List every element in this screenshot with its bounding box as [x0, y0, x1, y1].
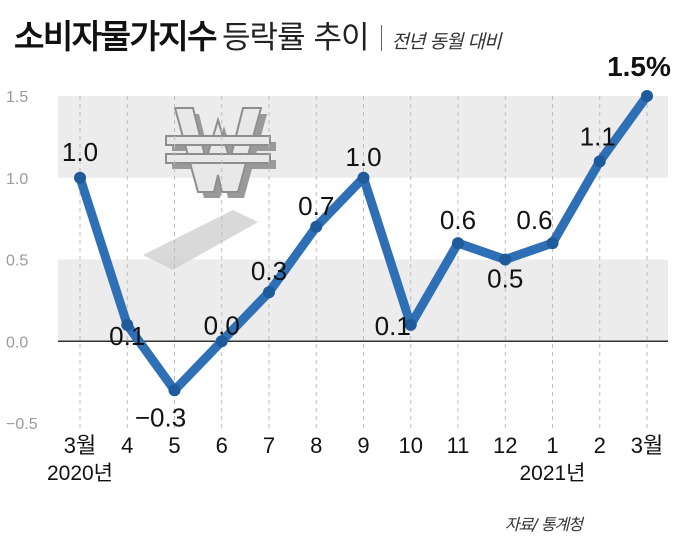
data-point — [593, 155, 606, 168]
data-label: 0.1 — [375, 311, 411, 341]
x-tick-label: 9 — [357, 433, 369, 458]
data-label: 1.5% — [607, 51, 671, 82]
x-year-label: 2020년 — [47, 462, 113, 485]
won-sign-icon — [143, 107, 276, 270]
x-tick-label: 3월 — [64, 433, 96, 458]
x-tick-label: 1 — [546, 433, 558, 458]
data-point — [74, 171, 86, 184]
data-label: 0.5 — [487, 264, 523, 294]
x-tick-label: 6 — [216, 433, 228, 458]
x-tick-label: 11 — [447, 433, 470, 458]
data-label: 1.0 — [345, 142, 381, 172]
data-point — [404, 318, 417, 331]
data-label: 0.3 — [251, 256, 287, 286]
shaded-bands — [58, 96, 668, 342]
data-labels: 1.0 0.1 −0.3 0.0 0.3 0.7 1.0 0.1 0.6 0.5 0.6 1.1 1.5… — [62, 51, 671, 432]
data-label: −0.3 — [135, 402, 186, 432]
title-sub: 등락률 추이 — [222, 20, 369, 56]
chart-title: 소비자물가지수 등락률 추이 전년 동월 대비 — [14, 10, 502, 58]
data-label: 0.6 — [440, 205, 476, 235]
vertical-guides — [79, 96, 648, 432]
data-label: 0.1 — [109, 321, 145, 351]
x-tick-label: 12 — [493, 433, 517, 458]
data-label: 0.6 — [516, 205, 552, 235]
data-point — [641, 90, 653, 102]
source-credit: 자료/ 통계청 — [504, 515, 583, 534]
data-point — [121, 318, 134, 331]
data-point — [452, 237, 464, 250]
data-point — [168, 384, 181, 397]
y-tick-label: 1.5 — [6, 89, 28, 106]
data-point — [215, 335, 228, 348]
x-tick-label: 8 — [310, 433, 322, 458]
data-label: 1.0 — [62, 137, 98, 167]
data-point — [263, 286, 275, 299]
title-divider — [380, 25, 382, 51]
y-tick-label: 0.0 — [6, 334, 28, 351]
data-point — [546, 237, 559, 250]
y-tick-label: 1.0 — [6, 171, 28, 188]
x-tick-label: 5 — [168, 433, 180, 458]
x-tick-label: 10 — [399, 433, 423, 458]
data-label: 1.1 — [580, 121, 616, 151]
data-point — [357, 171, 370, 184]
data-point — [499, 253, 512, 266]
x-year-label: 2021년 — [519, 462, 585, 485]
title-note: 전년 동월 대비 — [391, 31, 502, 53]
y-tick-label: −0.5 — [6, 416, 38, 433]
y-tick-label: 0.5 — [6, 253, 28, 270]
title-main: 소비자물가지수 — [14, 17, 218, 56]
data-label: 0.7 — [298, 191, 334, 221]
x-tick-label: 2 — [594, 433, 606, 458]
y-axis-ticks: 1.5 1.0 0.5 0.0 −0.5 — [6, 89, 38, 433]
data-point — [310, 220, 323, 233]
x-tick-label: 3월 — [631, 433, 663, 458]
x-tick-label: 4 — [121, 433, 133, 458]
data-label: 0.0 — [204, 310, 240, 340]
x-tick-label: 7 — [263, 433, 275, 458]
series-cpi — [74, 90, 653, 397]
